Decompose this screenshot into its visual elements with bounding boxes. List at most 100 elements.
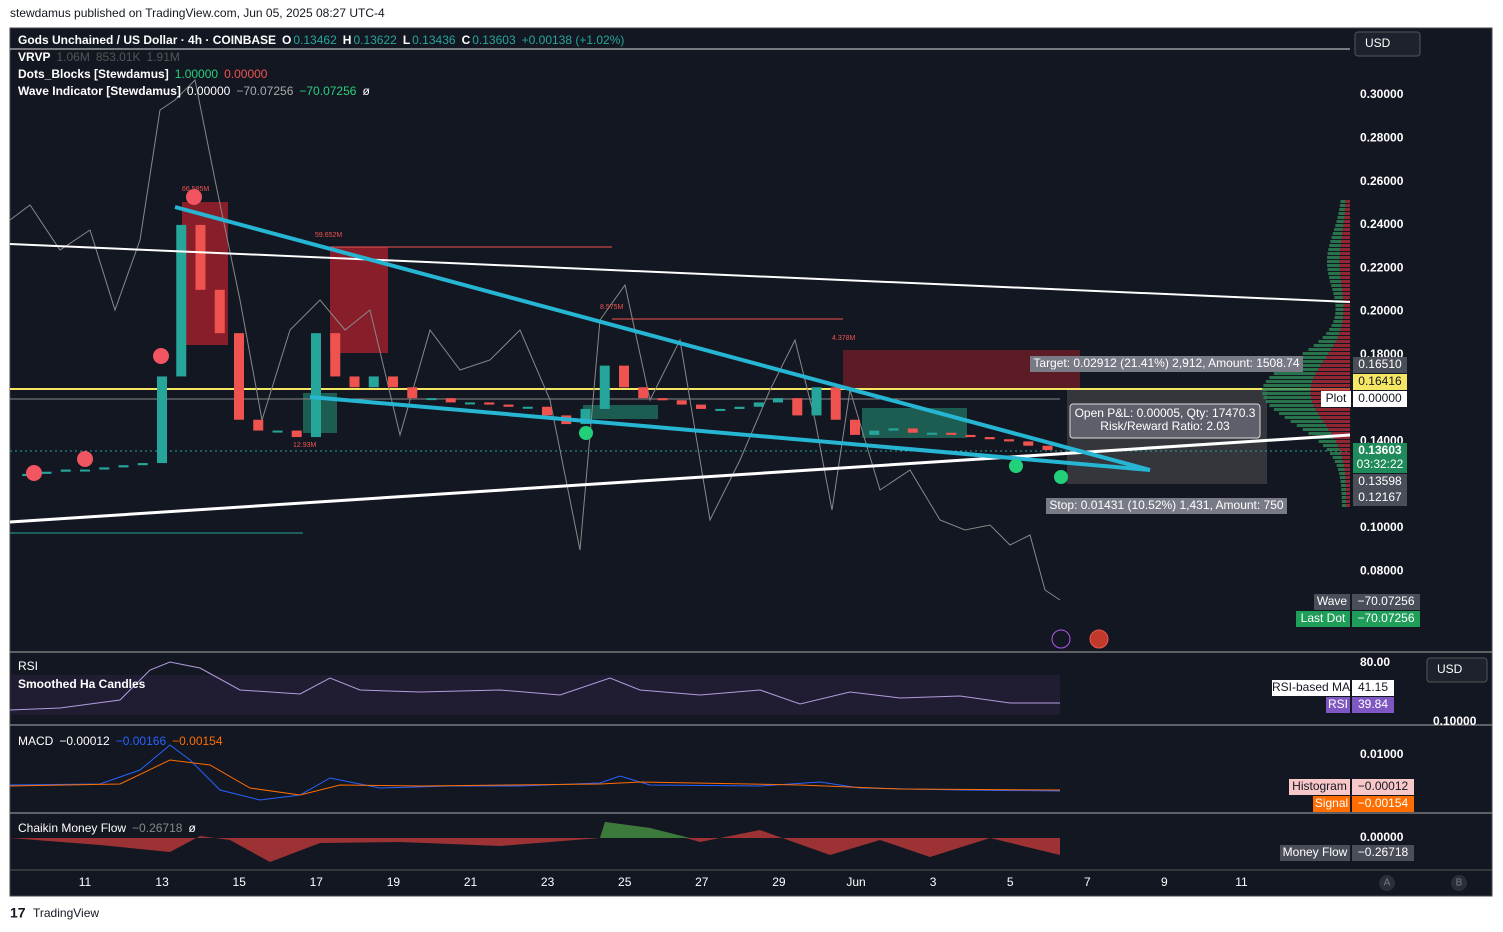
axis-label: 80.00 xyxy=(1360,655,1390,669)
price-axis-label: 0.24000 xyxy=(1360,217,1404,231)
vp-bar xyxy=(1331,348,1350,351)
price-axis-label: 0.30000 xyxy=(1360,87,1404,101)
time-axis-label: 25 xyxy=(618,875,632,889)
vp-bar xyxy=(1320,364,1350,367)
vp-bar xyxy=(1341,284,1350,287)
time-axis-label: 11 xyxy=(79,875,92,889)
logo-mark: 17 xyxy=(10,905,26,921)
symbol-legend: H xyxy=(343,33,352,47)
candle xyxy=(330,333,341,377)
currency-button[interactable] xyxy=(1354,31,1421,57)
time-axis-label: 9 xyxy=(1161,875,1168,889)
pnl-label: Open P&L: 0.00005, Qty: 17470.3 xyxy=(1075,406,1256,420)
currency-button xyxy=(1426,657,1488,683)
candle xyxy=(311,333,321,438)
vp-bar xyxy=(1344,216,1350,219)
cmf-value: ø xyxy=(188,821,196,835)
candle xyxy=(696,404,706,409)
candle xyxy=(1004,439,1014,442)
rsi-line xyxy=(9,661,1060,711)
vp-bar xyxy=(1343,304,1350,307)
vp-bar xyxy=(1328,352,1350,355)
vp-bar xyxy=(1333,320,1343,323)
scale-button[interactable] xyxy=(1379,875,1395,891)
vp-bar xyxy=(1346,496,1350,499)
vp-bar xyxy=(1334,228,1343,231)
vp-bar xyxy=(1330,280,1342,283)
indicator-value: 0.00000 xyxy=(187,84,231,98)
vp-bar xyxy=(1327,264,1340,267)
vp-bar xyxy=(1310,388,1350,391)
vp-bar xyxy=(1341,280,1350,283)
pnl-bg xyxy=(1069,403,1261,439)
price-tag: 0.13603 xyxy=(1358,443,1402,457)
vp-bar xyxy=(1308,432,1332,435)
event-icon[interactable] xyxy=(1051,629,1071,649)
vp-bar xyxy=(1290,360,1324,363)
candle xyxy=(965,434,976,438)
vp-bar xyxy=(1331,432,1350,435)
price-axis-label: 0.20000 xyxy=(1360,304,1404,318)
vp-bar xyxy=(1273,408,1316,411)
vp-bar xyxy=(1328,428,1350,431)
dot xyxy=(1054,470,1068,484)
vp-bar xyxy=(1343,224,1350,227)
wave-tag: Last Dot xyxy=(1301,611,1346,625)
target-label-bg xyxy=(1030,356,1303,372)
candle xyxy=(773,398,783,403)
candle xyxy=(234,333,244,420)
vp-bar xyxy=(1340,484,1346,487)
price-tag: 0.16416 xyxy=(1358,374,1402,388)
vp-bar xyxy=(1340,272,1350,275)
macd-tag-bg xyxy=(1313,796,1350,812)
vp-bar xyxy=(1336,464,1344,467)
event-icon[interactable] xyxy=(1089,629,1109,649)
price-axis-label: 0.26000 xyxy=(1360,174,1404,188)
candle xyxy=(542,406,552,416)
vp-bar xyxy=(1341,324,1350,327)
dot xyxy=(77,451,93,467)
vp-bar xyxy=(1318,440,1336,443)
symbol-legend: Gods Unchained / US Dollar · 4h · COINBA… xyxy=(18,33,276,47)
vp-bar xyxy=(1333,436,1350,439)
currency: USD xyxy=(1437,662,1463,676)
wave-tag: −70.07256 xyxy=(1357,594,1414,608)
vp-bar xyxy=(1335,224,1344,227)
vp-bar xyxy=(1337,216,1345,219)
candle xyxy=(927,432,937,435)
candle xyxy=(465,402,475,405)
price-tag: 0.00000 xyxy=(1358,391,1402,405)
wave-tag-bg xyxy=(1296,611,1350,627)
candle xyxy=(734,406,745,409)
candle xyxy=(503,404,514,407)
vp-bar xyxy=(1323,360,1350,363)
candle xyxy=(522,406,533,409)
vp-bar xyxy=(1296,356,1327,359)
trend-line xyxy=(9,433,1351,524)
vp-bar xyxy=(1263,384,1312,387)
vp-bar xyxy=(1269,404,1314,407)
vp-bar xyxy=(1331,324,1342,327)
rsi-tag-bg xyxy=(1352,680,1394,696)
candle xyxy=(407,387,418,399)
price-axis-label: 0.08000 xyxy=(1360,563,1404,577)
dot xyxy=(26,465,42,481)
wave-line xyxy=(9,78,1061,601)
vp-bar xyxy=(1345,480,1350,483)
candle xyxy=(388,376,398,388)
vp-bar xyxy=(1313,344,1334,347)
vp-bar xyxy=(1326,332,1340,335)
vp-bar xyxy=(1337,336,1350,339)
scale-button[interactable] xyxy=(1451,875,1467,891)
vp-bar xyxy=(1341,452,1350,455)
vp-bar xyxy=(1334,460,1344,463)
macd-value: −0.00166 xyxy=(116,734,167,748)
price-tag-bg xyxy=(1353,443,1407,473)
vp-bar xyxy=(1342,288,1350,291)
vp-bar xyxy=(1290,420,1324,423)
vp-bar xyxy=(1345,208,1350,211)
indicator-value: −70.07256 xyxy=(236,84,293,98)
vp-bar xyxy=(1332,288,1343,291)
vp-bar xyxy=(1323,420,1350,423)
candle xyxy=(869,430,880,435)
